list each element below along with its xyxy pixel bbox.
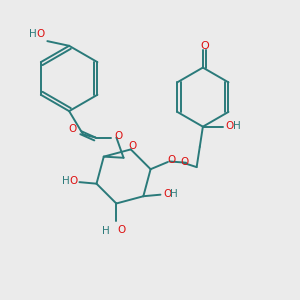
Text: O: O <box>128 141 136 151</box>
Text: O: O <box>114 131 122 141</box>
Text: H: H <box>62 176 70 186</box>
Text: O: O <box>118 225 126 235</box>
Text: O: O <box>180 157 189 167</box>
Text: O: O <box>68 124 76 134</box>
Text: H: H <box>233 121 241 131</box>
Text: O: O <box>226 121 234 131</box>
Text: O: O <box>69 176 77 186</box>
Text: H: H <box>170 189 178 199</box>
Text: H: H <box>29 28 37 39</box>
Text: O: O <box>163 189 171 199</box>
Text: O: O <box>167 155 175 166</box>
Text: H: H <box>102 226 110 236</box>
Text: O: O <box>37 28 45 39</box>
Text: O: O <box>200 41 209 51</box>
